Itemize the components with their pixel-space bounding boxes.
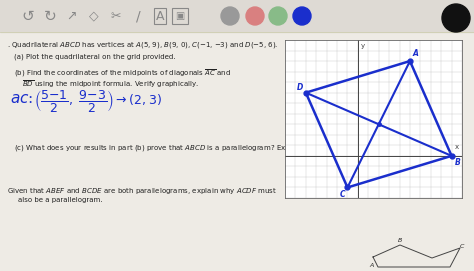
Text: B: B (398, 238, 402, 243)
Circle shape (269, 7, 287, 25)
Text: ▣: ▣ (175, 11, 185, 21)
Text: (c) What does your results in part (b) prove that $\it{ABCD}$ is a parallelogram: (c) What does your results in part (b) p… (14, 143, 346, 153)
Text: C: C (340, 190, 346, 199)
Text: $\overline{BD}$ using the midpoint formula. Verify graphically.: $\overline{BD}$ using the midpoint formu… (22, 78, 199, 90)
Text: also be a parallelogram.: also be a parallelogram. (18, 197, 102, 203)
Text: (b) Find the coordinates of the midpoints of diagonals $\overline{AC}$ and: (b) Find the coordinates of the midpoint… (14, 67, 231, 79)
Text: y: y (361, 43, 365, 49)
Text: Given that $\it{ABEF}$ and $\it{BCDE}$ are both parallelograms, explain why $\it: Given that $\it{ABEF}$ and $\it{BCDE}$ a… (7, 186, 277, 196)
Text: B: B (455, 158, 461, 167)
Text: A: A (412, 49, 419, 58)
Circle shape (246, 7, 264, 25)
Text: D: D (296, 82, 303, 92)
Text: C: C (460, 244, 464, 250)
Text: A: A (156, 9, 164, 22)
Text: . Quadrilateral $\it{ABCD}$ has vertices at $\it{A}$(5, 9), $\it{B}$(9, 0), $\it: . Quadrilateral $\it{ABCD}$ has vertices… (7, 40, 278, 50)
Text: ↻: ↻ (44, 8, 56, 24)
Text: ◇: ◇ (89, 9, 99, 22)
Text: A: A (369, 263, 373, 268)
Text: $\left(\dfrac{5{-}1}{2},\ \dfrac{9{-}3}{2}\right) \rightarrow (2,3)$: $\left(\dfrac{5{-}1}{2},\ \dfrac{9{-}3}{… (34, 88, 162, 114)
Circle shape (442, 4, 470, 32)
Text: ✂: ✂ (111, 9, 121, 22)
Text: (a) Plot the quadrilateral on the grid provided.: (a) Plot the quadrilateral on the grid p… (14, 53, 175, 60)
Bar (172, 8, 188, 24)
Text: x: x (455, 144, 459, 150)
Text: ↺: ↺ (22, 8, 35, 24)
Circle shape (221, 7, 239, 25)
Circle shape (293, 7, 311, 25)
Text: /: / (136, 9, 140, 23)
Text: ↗: ↗ (67, 9, 77, 22)
Text: $\mathit{ac}$:: $\mathit{ac}$: (10, 92, 33, 106)
Bar (0, 0, 474, 32)
